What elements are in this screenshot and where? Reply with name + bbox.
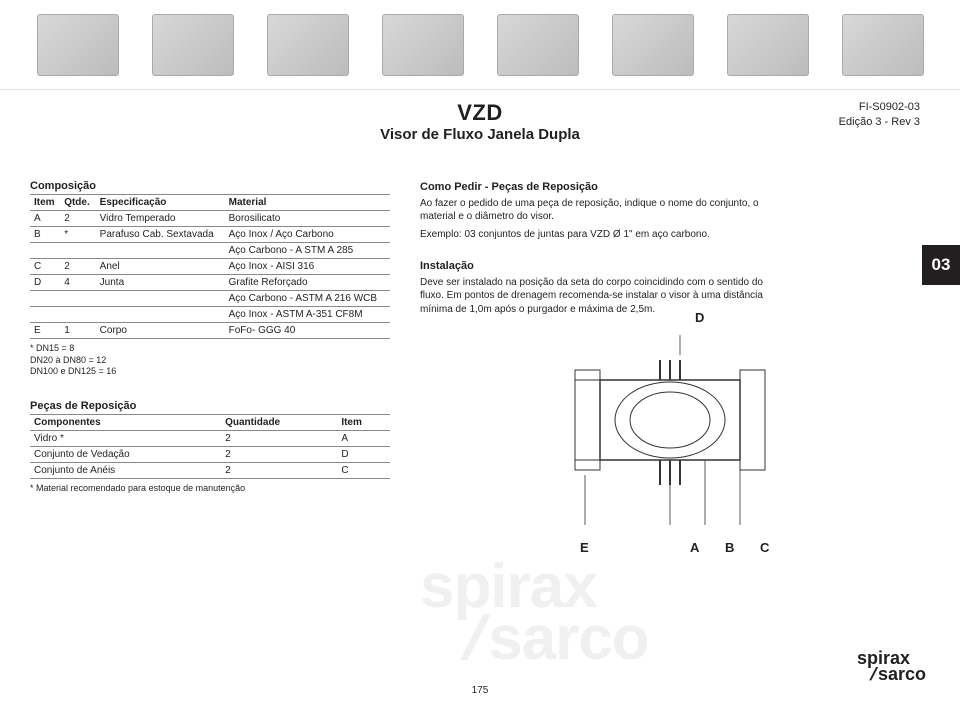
product-thumb bbox=[37, 14, 119, 76]
brand-logo: spirax /sarco bbox=[857, 650, 926, 682]
diagram-label-D: D bbox=[695, 310, 704, 325]
product-thumb bbox=[497, 14, 579, 76]
page-number: 175 bbox=[0, 685, 960, 696]
composition-heading: Composição bbox=[30, 180, 390, 192]
doc-meta: FI-S0902-03 Edição 3 - Rev 3 bbox=[839, 100, 920, 131]
composition-table: Item Qtde. Especificação Material A2Vidr… bbox=[30, 194, 390, 339]
diagram-label-B: B bbox=[725, 540, 734, 555]
col-qty: Qtde. bbox=[60, 195, 95, 211]
spare-footnote: * Material recomendado para estoque de m… bbox=[30, 483, 390, 493]
col-mat: Material bbox=[225, 195, 390, 211]
table-header-row: Item Qtde. Especificação Material bbox=[30, 195, 390, 211]
table-row: Conjunto de Anéis2C bbox=[30, 463, 390, 479]
product-image-strip bbox=[0, 0, 960, 90]
watermark: spirax /sarco bbox=[420, 561, 649, 666]
table-header-row: Componentes Quantidade Item bbox=[30, 415, 390, 431]
spare-parts-section: Peças de Reposição Componentes Quantidad… bbox=[30, 400, 390, 493]
spare-heading: Peças de Reposição bbox=[30, 400, 390, 412]
section-tab: 03 bbox=[922, 245, 960, 285]
how-to-order-example: Exemplo: 03 conjuntos de juntas para VZD… bbox=[420, 228, 770, 242]
col-item: Item bbox=[30, 195, 60, 211]
how-to-order-body: Ao fazer o pedido de uma peça de reposiç… bbox=[420, 197, 770, 224]
table-row: B*Parafuso Cab. SextavadaAço Inox / Aço … bbox=[30, 227, 390, 243]
product-thumb bbox=[382, 14, 464, 76]
installation-body: Deve ser instalado na posição da seta do… bbox=[420, 276, 770, 317]
table-row: Vidro *2A bbox=[30, 431, 390, 447]
diagram-label-C: C bbox=[760, 540, 769, 555]
product-thumb bbox=[612, 14, 694, 76]
table-row: D4JuntaGrafite Reforçado bbox=[30, 275, 390, 291]
spare-table: Componentes Quantidade Item Vidro *2A Co… bbox=[30, 414, 390, 479]
doc-edition: Edição 3 - Rev 3 bbox=[839, 115, 920, 130]
product-thumb bbox=[727, 14, 809, 76]
composition-notes: * DN15 = 8 DN20 à DN80 = 12 DN100 e DN12… bbox=[30, 343, 390, 378]
product-thumb bbox=[152, 14, 234, 76]
composition-section: Composição Item Qtde. Especificação Mate… bbox=[30, 180, 390, 378]
table-row: Conjunto de Vedação2D bbox=[30, 447, 390, 463]
table-row: Aço Carbono - ASTM A 216 WCB bbox=[30, 291, 390, 307]
technical-diagram bbox=[530, 320, 810, 540]
product-thumb bbox=[267, 14, 349, 76]
table-row: E1CorpoFoFo- GGG 40 bbox=[30, 323, 390, 339]
doc-number: FI-S0902-03 bbox=[839, 100, 920, 115]
product-thumb bbox=[842, 14, 924, 76]
title-sub: Visor de Fluxo Janela Dupla bbox=[0, 126, 960, 143]
title-block: VZD Visor de Fluxo Janela Dupla bbox=[0, 100, 960, 143]
table-row: Aço Carbono - A STM A 285 bbox=[30, 243, 390, 259]
table-row: C2AnelAço Inox - AISI 316 bbox=[30, 259, 390, 275]
table-row: Aço Inox - ASTM A-351 CF8M bbox=[30, 307, 390, 323]
installation-heading: Instalação bbox=[420, 259, 770, 274]
col-spec: Especificação bbox=[96, 195, 225, 211]
diagram-label-A: A bbox=[690, 540, 699, 555]
how-to-order-heading: Como Pedir - Peças de Reposição bbox=[420, 180, 770, 195]
table-row: A2Vidro TemperadoBorosilicato bbox=[30, 211, 390, 227]
right-column: Como Pedir - Peças de Reposição Ao fazer… bbox=[420, 180, 770, 320]
title-main: VZD bbox=[0, 100, 960, 126]
diagram-label-E: E bbox=[580, 540, 589, 555]
